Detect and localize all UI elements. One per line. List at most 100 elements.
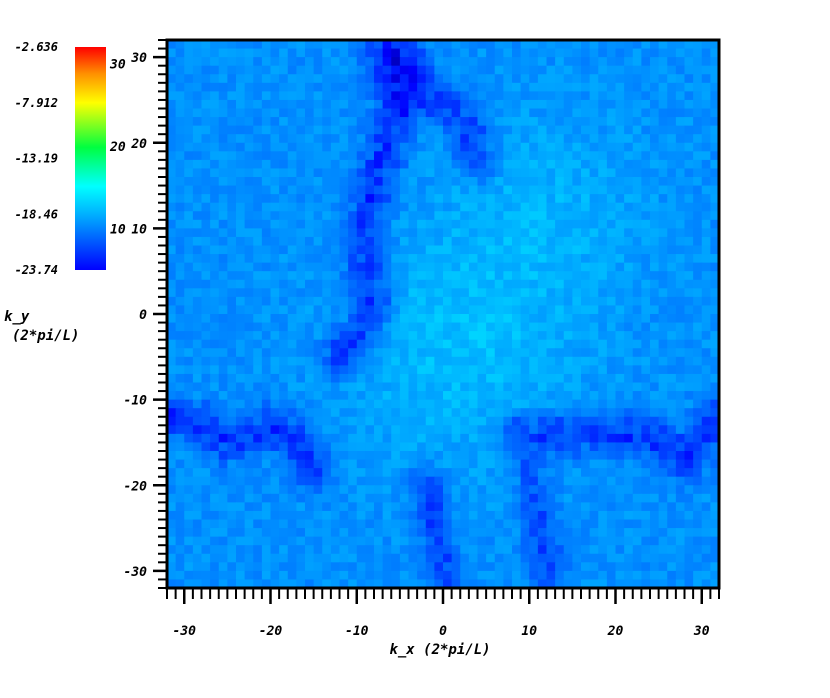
heatmap-cell (632, 510, 642, 521)
heatmap-cell (606, 91, 617, 101)
heatmap-cell (667, 125, 677, 135)
heatmap-cell (581, 236, 591, 247)
heatmap-cell (494, 442, 504, 452)
heatmap-cell (710, 57, 720, 67)
heatmap-cell (667, 279, 677, 289)
heatmap-cell (408, 416, 418, 426)
heatmap-cell (451, 399, 461, 409)
heatmap-cell (650, 536, 660, 546)
heatmap-cell (494, 177, 504, 187)
heatmap-cell (572, 356, 582, 366)
heatmap-cell (210, 476, 220, 486)
heatmap-cell (167, 451, 177, 461)
heatmap-cell (460, 288, 470, 298)
heatmap-cell (374, 279, 384, 289)
heatmap-cell (270, 536, 280, 546)
heatmap-cell (279, 228, 289, 238)
heatmap-cell (279, 339, 289, 349)
heatmap-cell (408, 553, 418, 563)
heatmap-cell (572, 65, 582, 75)
heatmap-cell (598, 168, 608, 178)
heatmap-cell (253, 459, 263, 469)
heatmap-cell (210, 373, 220, 384)
heatmap-cell (606, 502, 617, 512)
heatmap-cell (339, 279, 349, 289)
heatmap-cell (417, 459, 427, 469)
heatmap-cell (287, 502, 297, 512)
heatmap-cell (598, 451, 608, 461)
heatmap-cell (244, 510, 254, 521)
heatmap-cell (382, 442, 392, 452)
heatmap-cell (408, 476, 418, 486)
heatmap-cell (305, 177, 315, 187)
heatmap-cell (701, 48, 711, 58)
heatmap-cell (201, 271, 211, 281)
heatmap-cell (675, 331, 686, 341)
heatmap-cell (684, 142, 694, 152)
heatmap-cell (684, 570, 694, 581)
heatmap-cell (192, 579, 203, 589)
heatmap-cell (615, 211, 625, 221)
heatmap-cell (555, 74, 565, 84)
heatmap-cell (598, 296, 608, 307)
heatmap-cell (167, 108, 177, 118)
heatmap-cell (313, 339, 323, 349)
heatmap-cell (537, 254, 548, 264)
heatmap-cell (684, 82, 694, 92)
heatmap-cell (589, 65, 599, 75)
heatmap-cell (520, 151, 530, 161)
heatmap-cell (348, 545, 358, 555)
heatmap-cell (486, 262, 496, 272)
heatmap-cell (365, 468, 375, 478)
heatmap-cell (658, 99, 668, 110)
heatmap-cell (218, 177, 228, 187)
heatmap-cell (468, 562, 479, 572)
heatmap-cell (555, 502, 565, 512)
heatmap-cell (546, 168, 556, 178)
heatmap-cell (339, 134, 349, 144)
colorbar-tick-label: 30 (109, 58, 126, 73)
heatmap-cell (192, 254, 203, 264)
heatmap-cell (606, 314, 617, 324)
heatmap-cell (529, 279, 539, 289)
heatmap-cell (382, 408, 392, 418)
heatmap-cell (167, 433, 177, 444)
heatmap-cell (425, 451, 435, 461)
heatmap-cell (425, 288, 435, 298)
heatmap-cell (468, 279, 479, 289)
heatmap-cell (563, 279, 573, 289)
heatmap-cell (563, 399, 573, 409)
heatmap-cell (477, 570, 487, 581)
heatmap-cell (261, 202, 272, 212)
heatmap-cell (701, 74, 711, 84)
heatmap-cell (253, 108, 263, 118)
heatmap-cell (701, 399, 711, 409)
heatmap-cell (253, 40, 263, 50)
heatmap-cell (650, 288, 660, 298)
heatmap-cell (684, 271, 694, 281)
heatmap-cell (287, 91, 297, 101)
heatmap-cell (443, 545, 453, 555)
heatmap-cell (494, 74, 504, 84)
heatmap-cell (175, 262, 185, 272)
heatmap-cell (443, 528, 453, 538)
heatmap-cell (261, 262, 272, 272)
heatmap-cell (201, 236, 211, 247)
heatmap-cell (270, 408, 280, 418)
heatmap-cell (382, 459, 392, 469)
heatmap-cell (305, 322, 315, 332)
heatmap-cell (201, 296, 211, 307)
heatmap-cell (365, 82, 375, 92)
heatmap-cell (693, 536, 703, 546)
heatmap-cell (167, 476, 177, 486)
heatmap-cell (529, 528, 539, 538)
heatmap-cell (615, 48, 625, 58)
heatmap-cell (537, 545, 548, 555)
heatmap-cell (210, 74, 220, 84)
heatmap-cell (192, 202, 203, 212)
heatmap-cell (270, 468, 280, 478)
heatmap-cell (589, 399, 599, 409)
heatmap-cell (460, 570, 470, 581)
heatmap-cell (606, 211, 617, 221)
heatmap-cell (348, 202, 358, 212)
